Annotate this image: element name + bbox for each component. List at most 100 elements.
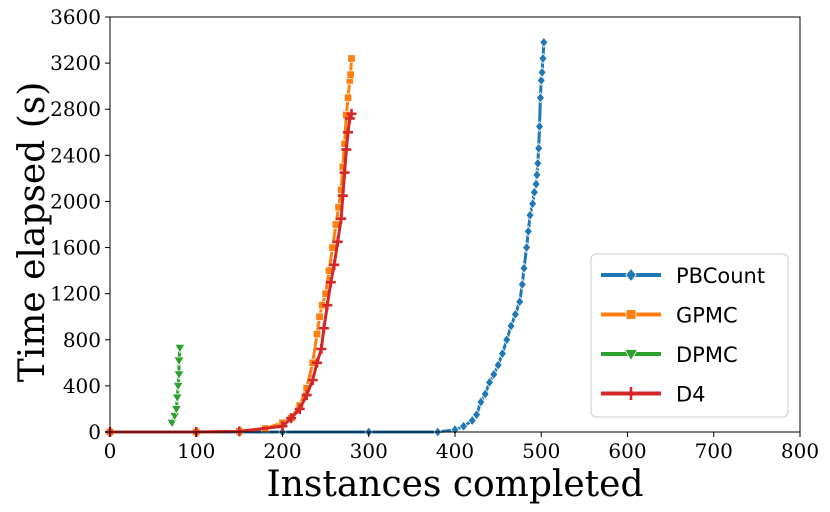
pbcount-point [476, 396, 486, 408]
x-tick-label: 200 [263, 439, 301, 463]
pbcount-point [528, 198, 538, 210]
y-tick-label: 800 [63, 328, 101, 352]
pbcount-point [489, 368, 499, 381]
legend-label: GPMC [676, 304, 738, 328]
pbcount-point [472, 409, 482, 421]
series-layer [105, 36, 549, 438]
pbcount-point [522, 241, 532, 254]
pbcount-point [533, 157, 543, 170]
d4-point [294, 403, 305, 414]
pbcount-point [534, 142, 544, 155]
pbcount-point [497, 347, 507, 360]
d4-point [301, 390, 312, 401]
legend-entry-pbcount: PBCount [601, 264, 765, 288]
d4-point [329, 259, 340, 270]
pbcount-point [519, 262, 529, 274]
d4-point [286, 413, 297, 424]
y-tick-label: 0 [88, 420, 101, 444]
d4-point [322, 300, 333, 311]
x-tick-label: 100 [177, 439, 215, 463]
d4-point [318, 323, 329, 334]
pbcount-point [459, 420, 469, 432]
y-tick-label: 1600 [50, 236, 101, 260]
d4-point [346, 108, 357, 119]
pbcount-point [523, 225, 533, 238]
y-axis-label: Time elapsed (s) [12, 82, 53, 383]
pbcount-point [525, 209, 535, 221]
x-tick-label: 700 [695, 439, 733, 463]
pbcount-point [510, 308, 520, 321]
pbcount-point [484, 376, 495, 389]
pbcount-point [537, 66, 547, 78]
d4-point [332, 236, 343, 247]
dpmc-point [173, 356, 185, 367]
series-d4 [105, 108, 357, 437]
gpmc-point [312, 329, 322, 339]
pbcount-line [110, 42, 546, 434]
d4-point [339, 167, 350, 178]
legend-marker [625, 309, 637, 320]
legend-marker [623, 349, 639, 362]
gpmc-point [343, 93, 353, 102]
gpmc-point [346, 70, 355, 79]
pbcount-point [517, 278, 527, 291]
pbcount-point [539, 36, 549, 49]
pbcount-point [480, 388, 490, 400]
series-gpmc [105, 54, 356, 437]
legend-label: D4 [676, 383, 706, 407]
pbcount-point [502, 334, 512, 346]
pbcount-point [506, 320, 516, 332]
x-tick-label: 800 [781, 439, 819, 463]
dpmc-point [171, 393, 183, 404]
pbcount-point [515, 296, 525, 308]
pbcount-point [467, 414, 477, 427]
dpmc-point [170, 405, 183, 415]
series-pbcount [105, 36, 549, 438]
y-tick-label: 3200 [50, 51, 101, 75]
pbcount-point [535, 120, 545, 133]
legend-label: DPMC [676, 343, 738, 367]
d4-point [325, 277, 336, 288]
gpmc-point [338, 162, 348, 172]
pbcount-point [532, 169, 542, 181]
legend: PBCount GPMC DPMC D4 [590, 253, 789, 418]
d4-point [307, 375, 318, 386]
d4-line [110, 113, 353, 434]
x-tick-label: 500 [522, 439, 560, 463]
pbcount-point [536, 74, 546, 87]
gpmc-line [110, 58, 353, 434]
dpmc-point [166, 418, 178, 429]
pbcount-point [493, 359, 503, 371]
series-dpmc [166, 343, 186, 429]
pbcount-point [535, 92, 545, 104]
x-tick-label: 600 [608, 439, 646, 463]
pbcount-point [531, 178, 541, 190]
d4-point [234, 426, 245, 437]
legend-marker [625, 267, 637, 283]
legend-marker [624, 387, 638, 400]
d4-point [312, 357, 322, 368]
y-tick-label: 2800 [50, 97, 101, 121]
dpmc-point [172, 381, 184, 392]
d4-point [341, 144, 352, 155]
dpmc-point [173, 370, 185, 381]
pbcount-point [529, 186, 539, 198]
x-tick-label: 400 [436, 439, 474, 463]
legend-entry-d4: D4 [601, 383, 706, 407]
d4-point [343, 127, 354, 138]
x-tick-label: 0 [104, 439, 117, 463]
y-tick-label: 1200 [50, 282, 101, 306]
y-tick-label: 2000 [50, 189, 101, 213]
y-tick-label: 400 [63, 374, 101, 398]
legend-box [590, 253, 789, 418]
d4-point [316, 344, 327, 354]
dpmc-point [174, 343, 186, 354]
gpmc-point [315, 312, 324, 321]
dpmc-point [168, 411, 181, 422]
y-tick-label: 2400 [50, 143, 101, 167]
legend-entry-gpmc: GPMC [601, 304, 738, 328]
y-tick-label: 3600 [50, 5, 101, 29]
gpmc-point [347, 54, 356, 63]
gpmc-point [336, 185, 346, 195]
